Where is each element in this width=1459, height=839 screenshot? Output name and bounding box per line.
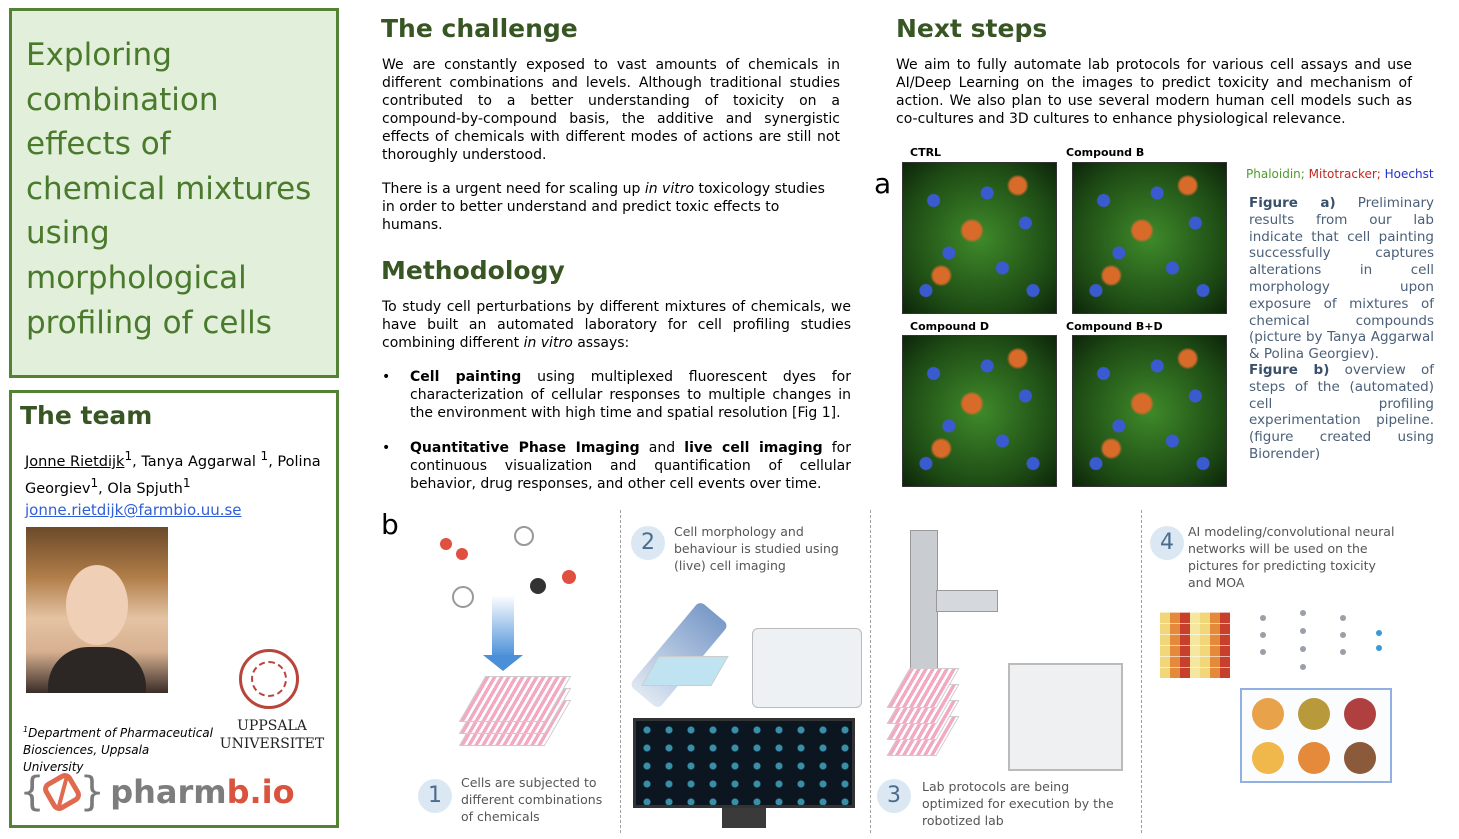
monitor-stand xyxy=(722,808,766,828)
stain-legend: Phaloidin; Mitotracker; Hoechst xyxy=(1246,167,1434,181)
benzene-icon xyxy=(452,586,474,608)
university-name: UPPSALA UNIVERSITET xyxy=(219,718,325,752)
network-node xyxy=(1300,610,1306,616)
heatmap-icon xyxy=(1160,612,1230,678)
title-box: Exploring combination effects of chemica… xyxy=(9,8,339,378)
pharmbio-logo: { } pharmb.io xyxy=(20,769,295,815)
challenge-heading: The challenge xyxy=(381,14,578,43)
pipette-icon xyxy=(629,600,729,710)
cell-morphology-icon xyxy=(1252,698,1284,730)
prediction-box xyxy=(1240,688,1392,783)
cell-morphology-icon xyxy=(1252,742,1284,774)
step-number-3: 3 xyxy=(877,779,911,813)
network-node xyxy=(1260,615,1266,621)
step-divider xyxy=(1141,510,1142,833)
step-4-text: AI modeling/convolutional neural network… xyxy=(1188,524,1395,590)
cell-morphology-icon xyxy=(1298,742,1330,774)
step-number-1: 1 xyxy=(418,779,452,813)
next-steps-paragraph: We aim to fully automate lab protocols f… xyxy=(896,57,1412,127)
cell-morphology-icon xyxy=(1344,742,1376,774)
next-steps-heading: Next steps xyxy=(896,14,1048,43)
photo-face xyxy=(66,565,128,645)
team-box: The team Jonne Rietdijk1, Tanya Aggarwal… xyxy=(9,390,339,828)
figure-a-letter: a xyxy=(874,167,892,200)
cell-image-compound-b xyxy=(1072,162,1227,314)
benzene-icon xyxy=(514,526,534,546)
step-divider xyxy=(620,510,621,833)
robot-arm-segment xyxy=(936,590,998,612)
cell-morphology-icon xyxy=(1344,698,1376,730)
step-2-text: Cell morphology and behaviour is studied… xyxy=(674,524,839,573)
bullet-cell-painting: • Cell painting using multiplexed fluore… xyxy=(382,369,851,421)
network-node xyxy=(1300,646,1306,652)
network-node xyxy=(1260,632,1266,638)
team-authors: Jonne Rietdijk1, Tanya Aggarwal 1, Polin… xyxy=(25,449,321,497)
microscope-icon xyxy=(752,628,862,708)
network-node xyxy=(1300,628,1306,634)
label-compound-b: Compound B xyxy=(1066,146,1145,159)
challenge-paragraph-2: There is a urgent need for scaling up in… xyxy=(382,181,825,233)
arrow-down-icon xyxy=(483,595,523,671)
molecule-icon xyxy=(440,538,452,550)
molecule-icon xyxy=(562,570,576,584)
robot-arm-icon xyxy=(910,530,938,690)
step-3-text: Lab protocols are being optimized for ex… xyxy=(922,779,1114,828)
team-heading: The team xyxy=(20,401,153,430)
poster-title: Exploring combination effects of chemica… xyxy=(26,37,312,341)
network-node xyxy=(1340,649,1346,655)
pill-icon xyxy=(40,770,84,814)
bullet-phase-imaging: • Quantitative Phase Imaging and live ce… xyxy=(382,440,851,492)
label-ctrl: CTRL xyxy=(910,146,942,159)
cell-morphology-icon xyxy=(1298,698,1330,730)
monitor-icon xyxy=(633,718,855,808)
author-photo xyxy=(26,527,168,693)
university-seal-icon xyxy=(239,649,299,709)
photo-body xyxy=(48,647,146,693)
step-divider xyxy=(870,510,871,833)
email-link[interactable]: jonne.rietdijk@farmbio.uu.se xyxy=(25,501,242,519)
molecule-icon xyxy=(456,548,468,560)
methodology-heading: Methodology xyxy=(381,256,565,285)
step-number-2: 2 xyxy=(631,526,665,560)
step-number-4: 4 xyxy=(1150,526,1184,560)
label-compound-bd: Compound B+D xyxy=(1066,320,1163,333)
network-output-node xyxy=(1376,630,1382,636)
network-node xyxy=(1300,664,1306,670)
molecule-icon xyxy=(530,578,546,594)
label-compound-d: Compound D xyxy=(910,320,990,333)
cell-image-compound-bd xyxy=(1072,335,1227,487)
step-1-text: Cells are subjected to different combina… xyxy=(461,775,603,824)
network-node xyxy=(1340,615,1346,621)
cell-image-compound-d xyxy=(902,335,1057,487)
challenge-paragraph-1: We are constantly exposed to vast amount… xyxy=(382,57,840,163)
figure-b-caption: Figure b) overview of steps of the (auto… xyxy=(1249,362,1434,462)
network-node xyxy=(1260,649,1266,655)
methodology-intro: To study cell perturbations by different… xyxy=(382,299,851,351)
network-node xyxy=(1340,632,1346,638)
network-output-node xyxy=(1376,645,1382,651)
figure-a-caption: Figure a) Preliminary results from our l… xyxy=(1249,195,1435,363)
department-affiliation: 1Department of Pharmaceutical Bioscience… xyxy=(23,725,213,774)
cell-image-ctrl xyxy=(902,162,1057,314)
figure-b-letter: b xyxy=(381,508,399,541)
liquid-handler-icon xyxy=(1008,663,1123,771)
